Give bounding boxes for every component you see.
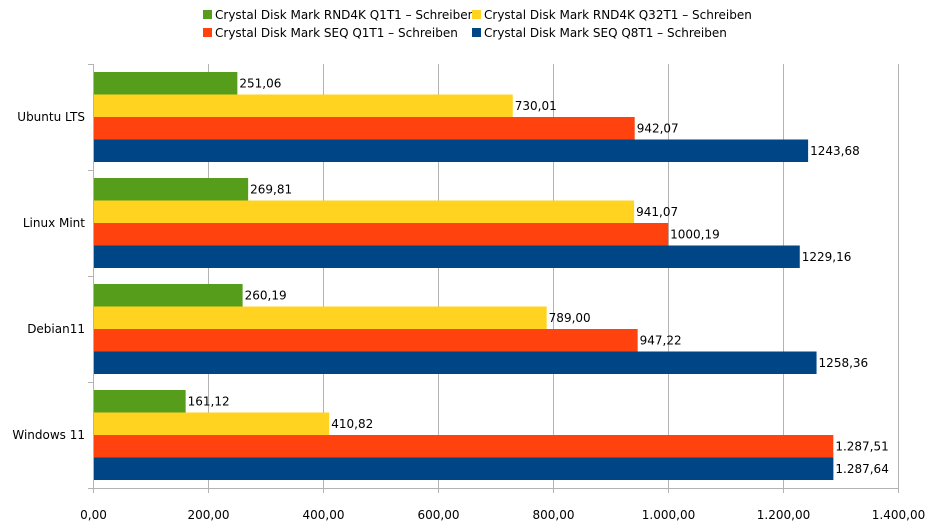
- data-label: 260,19: [245, 288, 287, 302]
- data-labels: 251,06 730,01 942,07 1243,68 269,81 941,07 100…: [188, 76, 889, 476]
- bar: [94, 178, 249, 201]
- legend-label: Crystal Disk Mark SEQ Q1T1 – Schreiben: [215, 26, 458, 40]
- data-label: 1258,36: [819, 356, 869, 370]
- data-label: 1000,19: [670, 227, 720, 241]
- category-labels: Ubuntu LTS Linux Mint Debian11 Windows 11: [12, 110, 85, 442]
- data-label: 410,82: [331, 417, 373, 431]
- bar: [94, 245, 800, 268]
- x-tick-label: 600,00: [418, 508, 460, 522]
- data-label: 947,22: [640, 333, 682, 347]
- axes: [88, 64, 898, 489]
- bar: [94, 200, 635, 223]
- category-label: Debian11: [27, 322, 85, 336]
- bar: [94, 412, 330, 435]
- legend: Crystal Disk Mark RND4K Q1T1 – Schreiben…: [203, 8, 752, 40]
- tick-labels: 0,00 200,00 400,00 600,00 800,00 1.000,00 1.20…: [80, 508, 925, 522]
- bar: [94, 139, 809, 162]
- bar: [94, 72, 238, 95]
- data-label: 730,01: [515, 99, 557, 113]
- bar: [94, 117, 635, 140]
- x-tick-label: 1.400,00: [872, 508, 925, 522]
- x-tick-label: 400,00: [303, 508, 345, 522]
- category-label: Windows 11: [12, 428, 85, 442]
- bar: [94, 223, 669, 246]
- bar: [94, 94, 513, 117]
- x-tick-label: 1.200,00: [757, 508, 810, 522]
- x-tick-label: 800,00: [533, 508, 575, 522]
- data-label: 1243,68: [810, 144, 860, 158]
- x-tick-label: 1.000,00: [642, 508, 695, 522]
- legend-label: Crystal Disk Mark SEQ Q8T1 – Schreiben: [484, 26, 727, 40]
- bars: [94, 72, 834, 480]
- legend-label: Crystal Disk Mark RND4K Q32T1 – Schreibe…: [484, 8, 752, 22]
- data-label: 251,06: [239, 76, 281, 90]
- bar: [94, 284, 243, 307]
- bar: [94, 306, 547, 329]
- legend-swatch: [203, 28, 212, 37]
- bar: [94, 390, 186, 413]
- bar: [94, 457, 834, 480]
- data-label: 942,07: [637, 121, 679, 135]
- x-tick-label: 200,00: [188, 508, 230, 522]
- bar: [94, 435, 834, 458]
- category-label: Ubuntu LTS: [17, 110, 85, 124]
- legend-label: Crystal Disk Mark RND4K Q1T1 – Schreiben: [215, 8, 475, 22]
- data-label: 161,12: [188, 394, 230, 408]
- data-label: 941,07: [636, 205, 678, 219]
- data-label: 1.287,64: [835, 462, 888, 476]
- category-label: Linux Mint: [23, 216, 85, 230]
- legend-swatch: [203, 10, 212, 19]
- bar: [94, 329, 638, 352]
- data-label: 789,00: [549, 311, 591, 325]
- x-tick-label: 0,00: [80, 508, 107, 522]
- data-label: 269,81: [250, 182, 292, 196]
- legend-swatch: [472, 10, 481, 19]
- data-label: 1.287,51: [835, 439, 888, 453]
- bar: [94, 351, 817, 374]
- data-label: 1229,16: [802, 250, 852, 264]
- legend-swatch: [472, 28, 481, 37]
